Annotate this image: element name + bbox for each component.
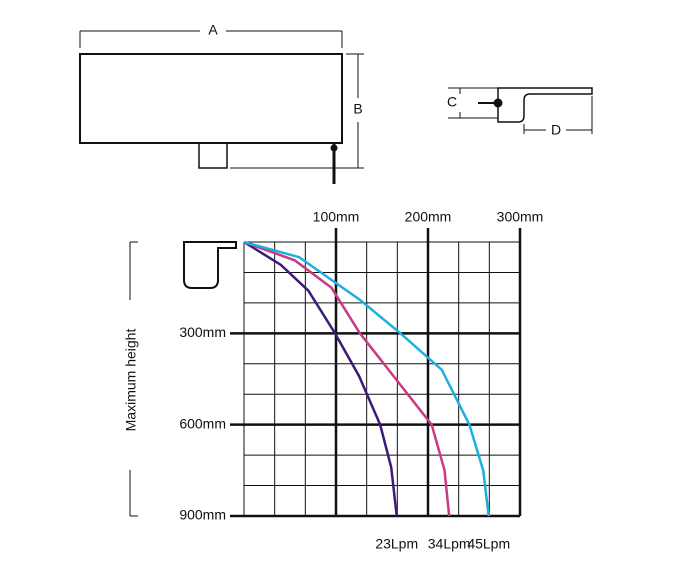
valve-knob <box>330 144 338 152</box>
x-tick-label: 300mm <box>497 209 544 225</box>
product-drawing <box>79 30 593 517</box>
series-label: 23Lpm <box>375 536 418 552</box>
chart: 100mm 200mm 300mm 300mm 600mm 900mm 23Lpm 34Lpm… <box>179 209 543 552</box>
dim-label: A <box>208 22 218 38</box>
y-axis-label: Maximum height <box>123 329 139 432</box>
valve-knob <box>493 98 503 108</box>
spout-icon <box>183 241 237 289</box>
dim-label: B <box>353 101 362 117</box>
flow-curve <box>243 240 451 517</box>
dim-label: C <box>447 94 457 110</box>
dim-label: D <box>551 122 561 138</box>
y-tick-label: 900mm <box>179 507 226 523</box>
flow-curve <box>243 240 398 517</box>
y-tick-label: 600mm <box>179 415 226 431</box>
series-label: 45Lpm <box>467 536 510 552</box>
series-label: 34Lpm <box>428 536 471 552</box>
x-tick-label: 200mm <box>405 209 452 225</box>
flow-curve <box>243 240 490 517</box>
body-outline <box>79 53 343 144</box>
side-profile <box>497 87 593 123</box>
inlet <box>198 142 228 169</box>
x-tick-label: 100mm <box>313 209 360 225</box>
y-tick-label: 300mm <box>179 324 226 340</box>
